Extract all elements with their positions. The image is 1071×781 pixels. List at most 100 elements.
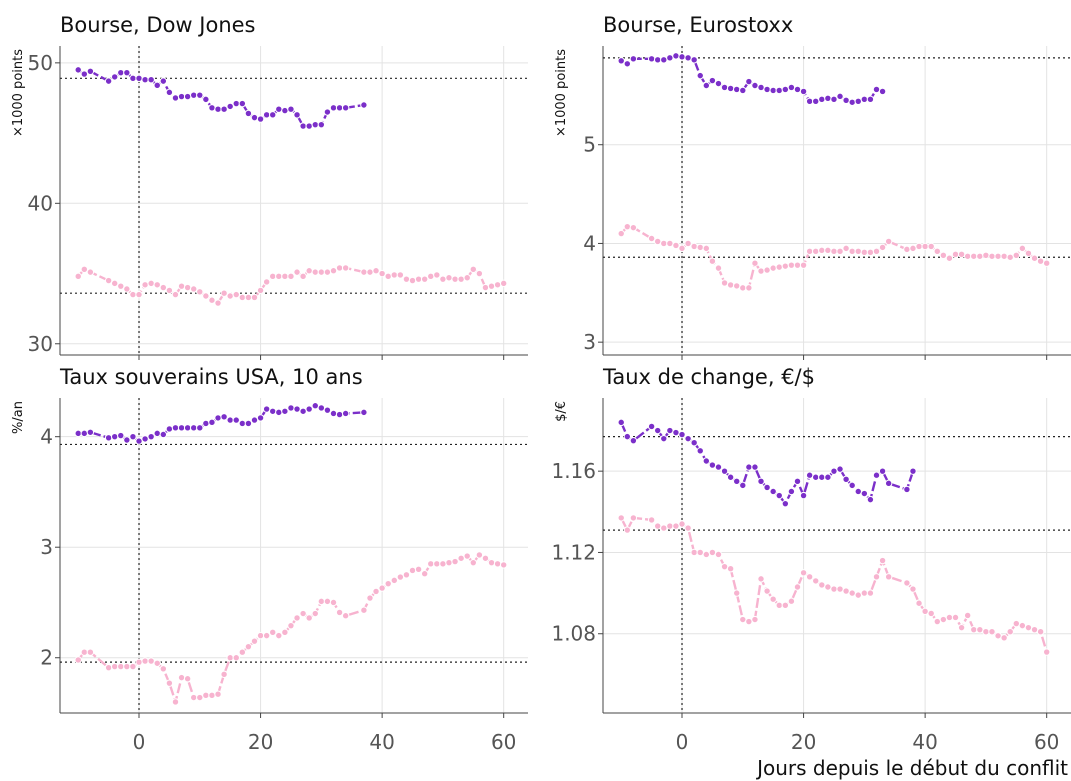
data-point (214, 105, 222, 113)
data-point (775, 491, 783, 500)
data-point (123, 662, 131, 671)
panel-eurostoxx: 3 4 5 Bourse, Eurostoxx ×1000 points (554, 13, 1071, 360)
data-point (1000, 252, 1008, 260)
data-point (323, 406, 332, 414)
data-point (757, 477, 765, 486)
data-point (884, 479, 893, 488)
data-point (787, 261, 796, 269)
data-point (275, 105, 283, 113)
data-point (117, 662, 125, 671)
x-axis-label: Jours depuis le début du conflit (755, 756, 1068, 780)
data-point (909, 467, 917, 475)
data-point (129, 290, 137, 299)
data-point (617, 514, 625, 522)
data-point (256, 414, 265, 422)
data-point (666, 239, 674, 248)
data-point (915, 242, 923, 251)
data-point (244, 293, 253, 302)
data-point (299, 122, 307, 130)
data-point (329, 267, 338, 275)
data-point (647, 55, 656, 63)
data-point (487, 558, 496, 567)
panel-title: Bourse, Eurostoxx (603, 13, 793, 37)
data-point (970, 252, 978, 260)
data-point (317, 120, 326, 129)
data-point (487, 282, 496, 290)
data-point (714, 550, 723, 559)
data-point (951, 250, 960, 259)
data-point (153, 81, 161, 90)
data-point (1024, 249, 1033, 258)
x-tick-label: 0 (676, 730, 689, 754)
data-point (445, 558, 453, 567)
x-tick-label: 60 (491, 730, 516, 754)
data-point (281, 628, 289, 637)
data-point (751, 259, 759, 267)
data-point (86, 67, 95, 75)
data-point (177, 424, 186, 432)
data-point (1006, 628, 1014, 636)
panel-title: Bourse, Dow Jones (60, 13, 256, 37)
data-point (684, 434, 692, 443)
data-point (824, 246, 832, 255)
x-tick-label: 40 (369, 730, 394, 754)
data-point (135, 658, 143, 666)
data-point (678, 430, 686, 439)
data-point (183, 675, 192, 683)
data-point (629, 514, 638, 522)
data-point (872, 85, 881, 94)
data-point (208, 691, 216, 700)
data-point (427, 560, 435, 568)
data-point (74, 272, 82, 281)
data-point (202, 292, 210, 300)
data-point (763, 85, 771, 94)
data-point (141, 435, 149, 443)
data-point (171, 698, 180, 706)
data-point (848, 481, 856, 490)
data-point (617, 418, 625, 427)
data-point (305, 405, 313, 413)
data-point (775, 263, 783, 271)
data-point (299, 407, 307, 415)
data-point (684, 54, 692, 62)
data-point (836, 465, 844, 473)
y-axis-label: ×1000 points (11, 49, 26, 137)
data-point (311, 120, 319, 129)
data-point (824, 473, 832, 481)
data-point (244, 109, 253, 118)
data-point (86, 268, 95, 276)
data-point (341, 612, 350, 620)
data-point (781, 262, 790, 270)
data-point (214, 414, 222, 422)
data-point (805, 573, 814, 581)
data-point (720, 467, 729, 475)
data-point (141, 76, 149, 84)
data-point (360, 101, 368, 109)
y-tick-label: 50 (28, 51, 53, 75)
data-point (805, 247, 814, 256)
data-point (848, 247, 856, 256)
data-point (970, 625, 978, 634)
data-point (647, 422, 656, 431)
data-point (769, 487, 777, 496)
data-point (341, 104, 350, 112)
data-point (672, 241, 680, 250)
data-point (481, 554, 490, 562)
data-point (957, 250, 966, 259)
data-point (672, 522, 680, 530)
data-point (390, 271, 398, 279)
data-point (690, 439, 698, 447)
data-point (660, 56, 668, 64)
data-point (177, 92, 186, 101)
data-point (793, 261, 802, 269)
data-point (159, 283, 168, 292)
data-point (165, 286, 174, 295)
data-point (396, 573, 405, 581)
data-point (117, 431, 125, 440)
data-point (232, 654, 240, 662)
data-point (281, 106, 289, 115)
data-point (666, 522, 674, 530)
data-point (988, 252, 996, 260)
data-point (963, 611, 972, 620)
data-point (666, 54, 674, 62)
